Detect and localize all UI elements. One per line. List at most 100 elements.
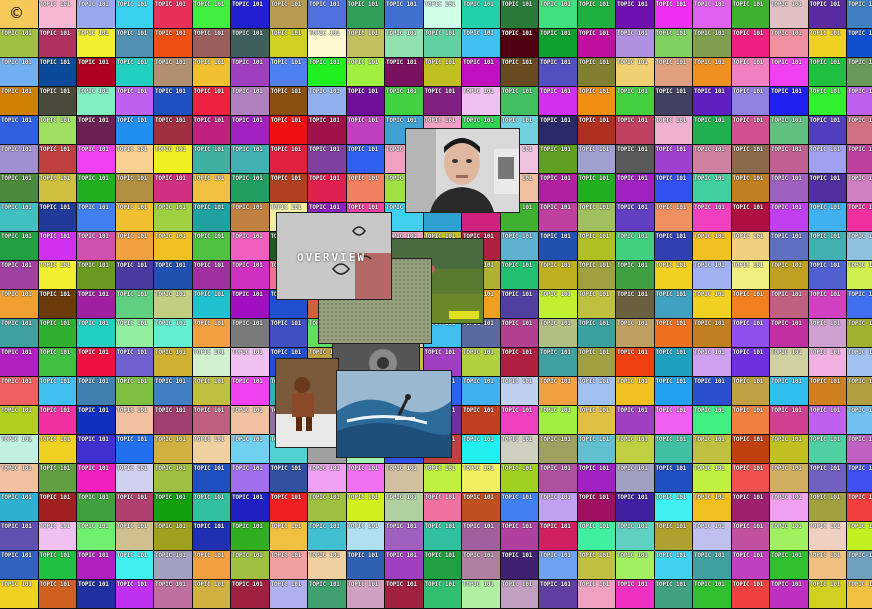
topic-tile[interactable]: TOPIC 101 — [577, 377, 616, 406]
topic-tile[interactable]: TOPIC 101 — [577, 464, 616, 493]
topic-tile[interactable]: TOPIC 101 — [539, 232, 578, 261]
topic-tile[interactable]: TOPIC 101 — [115, 319, 154, 348]
topic-tile[interactable]: TOPIC 101 — [38, 319, 77, 348]
topic-tile[interactable]: TOPIC 101 — [115, 580, 154, 609]
topic-tile[interactable]: TOPIC 101 — [192, 493, 231, 522]
topic-tile[interactable]: TOPIC 101 — [77, 493, 116, 522]
topic-tile[interactable]: TOPIC 101 — [77, 87, 116, 116]
topic-tile[interactable]: TOPIC 101 — [231, 551, 270, 580]
topic-tile[interactable]: TOPIC 101 — [0, 348, 39, 377]
topic-tile[interactable]: TOPIC 101 — [115, 203, 154, 232]
topic-tile[interactable]: TOPIC 101 — [654, 551, 693, 580]
topic-tile[interactable]: TOPIC 101 — [38, 348, 77, 377]
topic-tile[interactable]: TOPIC 101 — [269, 174, 308, 203]
topic-tile[interactable]: TOPIC 101 — [500, 290, 539, 319]
topic-tile[interactable]: TOPIC 101 — [770, 464, 809, 493]
topic-tile[interactable]: TOPIC 101 — [731, 493, 770, 522]
topic-tile[interactable]: TOPIC 101 — [539, 464, 578, 493]
topic-tile[interactable]: TOPIC 101 — [0, 377, 39, 406]
topic-tile[interactable]: TOPIC 101 — [539, 580, 578, 609]
topic-tile[interactable]: TOPIC 101 — [577, 87, 616, 116]
topic-tile[interactable]: TOPIC 101 — [577, 203, 616, 232]
topic-tile[interactable]: TOPIC 101 — [308, 174, 347, 203]
topic-tile[interactable]: TOPIC 101 — [0, 406, 39, 435]
topic-tile[interactable]: TOPIC 101 — [731, 29, 770, 58]
topic-tile[interactable]: TOPIC 101 — [269, 0, 308, 29]
topic-tile[interactable]: TOPIC 101 — [539, 58, 578, 87]
topic-tile[interactable]: TOPIC 101 — [154, 232, 193, 261]
topic-tile[interactable]: TOPIC 101 — [847, 261, 872, 290]
topic-tile[interactable]: TOPIC 101 — [847, 174, 872, 203]
topic-tile[interactable]: TOPIC 101 — [500, 87, 539, 116]
topic-tile[interactable]: TOPIC 101 — [808, 290, 847, 319]
topic-tile[interactable]: TOPIC 101 — [231, 261, 270, 290]
topic-tile[interactable]: TOPIC 101 — [192, 87, 231, 116]
topic-tile[interactable]: TOPIC 101 — [616, 29, 655, 58]
topic-tile[interactable]: TOPIC 101 — [77, 29, 116, 58]
topic-tile[interactable]: TOPIC 101 — [154, 261, 193, 290]
topic-tile[interactable]: TOPIC 101 — [38, 406, 77, 435]
topic-tile[interactable]: TOPIC 101 — [0, 174, 39, 203]
topic-tile[interactable]: TOPIC 101 — [616, 464, 655, 493]
topic-tile[interactable]: TOPIC 101 — [115, 435, 154, 464]
topic-tile[interactable]: TOPIC 101 — [770, 87, 809, 116]
topic-tile[interactable]: TOPIC 101 — [38, 290, 77, 319]
topic-tile[interactable]: TOPIC 101 — [616, 406, 655, 435]
topic-tile[interactable]: TOPIC 101 — [154, 174, 193, 203]
topic-tile[interactable]: TOPIC 101 — [577, 551, 616, 580]
topic-tile[interactable]: TOPIC 101 — [808, 29, 847, 58]
topic-tile[interactable]: TOPIC 101 — [577, 493, 616, 522]
topic-tile[interactable]: TOPIC 101 — [539, 551, 578, 580]
topic-tile[interactable]: TOPIC 101 — [154, 493, 193, 522]
topic-tile[interactable]: TOPIC 101 — [154, 116, 193, 145]
topic-tile[interactable]: TOPIC 101 — [539, 116, 578, 145]
topic-tile[interactable]: TOPIC 101 — [693, 377, 732, 406]
topic-tile[interactable]: TOPIC 101 — [115, 348, 154, 377]
topic-tile[interactable]: TOPIC 101 — [308, 580, 347, 609]
topic-tile[interactable]: TOPIC 101 — [423, 580, 462, 609]
topic-tile[interactable]: TOPIC 101 — [154, 145, 193, 174]
topic-tile[interactable]: TOPIC 101 — [38, 522, 77, 551]
topic-tile[interactable]: TOPIC 101 — [577, 435, 616, 464]
topic-tile[interactable]: TOPIC 101 — [654, 203, 693, 232]
topic-tile[interactable]: TOPIC 101 — [539, 348, 578, 377]
topic-tile[interactable]: TOPIC 101 — [192, 116, 231, 145]
topic-tile[interactable]: TOPIC 101 — [115, 551, 154, 580]
topic-tile[interactable]: TOPIC 101 — [616, 116, 655, 145]
topic-tile[interactable]: TOPIC 101 — [346, 493, 385, 522]
topic-tile[interactable]: TOPIC 101 — [346, 0, 385, 29]
topic-tile[interactable]: TOPIC 101 — [539, 493, 578, 522]
topic-tile[interactable]: TOPIC 101 — [231, 174, 270, 203]
topic-tile[interactable]: TOPIC 101 — [731, 174, 770, 203]
topic-tile[interactable]: TOPIC 101 — [385, 87, 424, 116]
topic-tile[interactable]: TOPIC 101 — [847, 87, 872, 116]
topic-tile[interactable]: TOPIC 101 — [808, 377, 847, 406]
topic-tile[interactable]: TOPIC 101 — [38, 29, 77, 58]
topic-tile[interactable]: TOPIC 101 — [577, 145, 616, 174]
topic-tile[interactable]: TOPIC 101 — [0, 261, 39, 290]
topic-tile[interactable]: TOPIC 101 — [154, 0, 193, 29]
topic-tile[interactable]: TOPIC 101 — [269, 29, 308, 58]
topic-tile[interactable]: TOPIC 101 — [577, 522, 616, 551]
topic-tile[interactable]: TOPIC 101 — [385, 580, 424, 609]
topic-tile[interactable]: TOPIC 101 — [192, 203, 231, 232]
topic-tile[interactable]: TOPIC 101 — [38, 145, 77, 174]
topic-tile[interactable]: TOPIC 101 — [539, 377, 578, 406]
topic-tile[interactable]: TOPIC 101 — [500, 406, 539, 435]
topic-tile[interactable]: TOPIC 101 — [462, 377, 501, 406]
topic-tile[interactable]: TOPIC 101 — [500, 0, 539, 29]
topic-tile[interactable]: TOPIC 101 — [616, 58, 655, 87]
topic-tile[interactable]: TOPIC 101 — [539, 174, 578, 203]
topic-tile[interactable]: TOPIC 101 — [308, 87, 347, 116]
topic-tile[interactable]: TOPIC 101 — [38, 232, 77, 261]
topic-tile[interactable]: TOPIC 101 — [154, 406, 193, 435]
topic-tile[interactable]: TOPIC 101 — [346, 580, 385, 609]
topic-tile[interactable]: TOPIC 101 — [808, 0, 847, 29]
topic-tile[interactable]: TOPIC 101 — [616, 319, 655, 348]
topic-tile[interactable]: TOPIC 101 — [616, 348, 655, 377]
topic-tile[interactable]: TOPIC 101 — [693, 522, 732, 551]
topic-tile[interactable]: TOPIC 101 — [231, 0, 270, 29]
topic-tile[interactable]: TOPIC 101 — [654, 261, 693, 290]
topic-tile[interactable]: TOPIC 101 — [577, 174, 616, 203]
topic-tile[interactable]: TOPIC 101 — [115, 290, 154, 319]
